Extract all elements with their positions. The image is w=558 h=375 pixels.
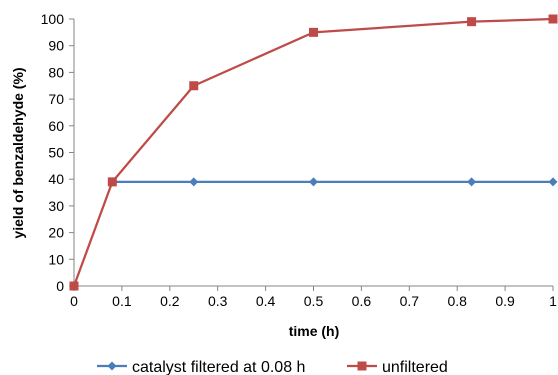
x-tick-label: 1 bbox=[549, 293, 557, 309]
y-tick-label: 10 bbox=[48, 251, 64, 267]
legend-label: unfiltered bbox=[382, 359, 448, 375]
data-point bbox=[548, 14, 558, 24]
y-tick-labels: 0 10 20 30 40 50 60 70 80 90 100 bbox=[41, 11, 65, 294]
y-tick-label: 90 bbox=[48, 38, 64, 54]
data-point bbox=[548, 177, 558, 187]
x-tick-label: 0.4 bbox=[256, 293, 276, 309]
y-tick-label: 70 bbox=[48, 91, 64, 107]
data-point bbox=[189, 81, 199, 91]
y-tick-label: 60 bbox=[48, 118, 64, 134]
x-tick-label: 0.6 bbox=[352, 293, 372, 309]
data-point bbox=[189, 177, 199, 187]
y-tick-label: 50 bbox=[48, 145, 64, 161]
y-tick-label: 30 bbox=[48, 198, 64, 214]
axes bbox=[69, 18, 554, 291]
data-point bbox=[69, 281, 79, 291]
data-point bbox=[309, 177, 318, 187]
series-layer bbox=[69, 14, 558, 291]
x-tick-label: 0 bbox=[70, 293, 78, 309]
y-tick-label: 40 bbox=[48, 171, 64, 187]
x-tick-labels: 0 0.1 0.2 0.3 0.4 0.5 0.6 0.7 0.8 0.9 1 bbox=[70, 293, 557, 309]
x-tick-label: 0.7 bbox=[400, 293, 420, 309]
legend-item: catalyst filtered at 0.08 h bbox=[97, 359, 305, 375]
x-tick-label: 0.3 bbox=[208, 293, 228, 309]
y-tick-label: 0 bbox=[56, 278, 64, 294]
series-filtered bbox=[107, 177, 558, 187]
data-point bbox=[467, 177, 477, 187]
x-tick-label: 0.9 bbox=[495, 293, 515, 309]
y-tick-label: 20 bbox=[48, 225, 64, 241]
data-point bbox=[309, 27, 318, 37]
data-point bbox=[467, 17, 477, 27]
series-line bbox=[72, 17, 554, 287]
data-point bbox=[107, 177, 117, 187]
y-tick-label: 100 bbox=[41, 11, 65, 27]
legend-marker bbox=[357, 361, 367, 371]
legend-label: catalyst filtered at 0.08 h bbox=[132, 359, 305, 375]
legend: catalyst filtered at 0.08 h unfiltered bbox=[97, 359, 448, 375]
series-unfiltered bbox=[69, 14, 558, 291]
y-tick-label: 80 bbox=[48, 64, 64, 80]
y-axis-title: yield of benzaldehyde (%) bbox=[10, 67, 26, 238]
legend-item: unfiltered bbox=[347, 359, 448, 375]
x-tick-label: 0.2 bbox=[160, 293, 180, 309]
x-tick-label: 0.1 bbox=[112, 293, 132, 309]
legend-marker bbox=[107, 361, 117, 371]
x-tick-label: 0.8 bbox=[447, 293, 467, 309]
x-tick-label: 0.5 bbox=[304, 293, 324, 309]
x-axis-title: time (h) bbox=[289, 323, 340, 339]
